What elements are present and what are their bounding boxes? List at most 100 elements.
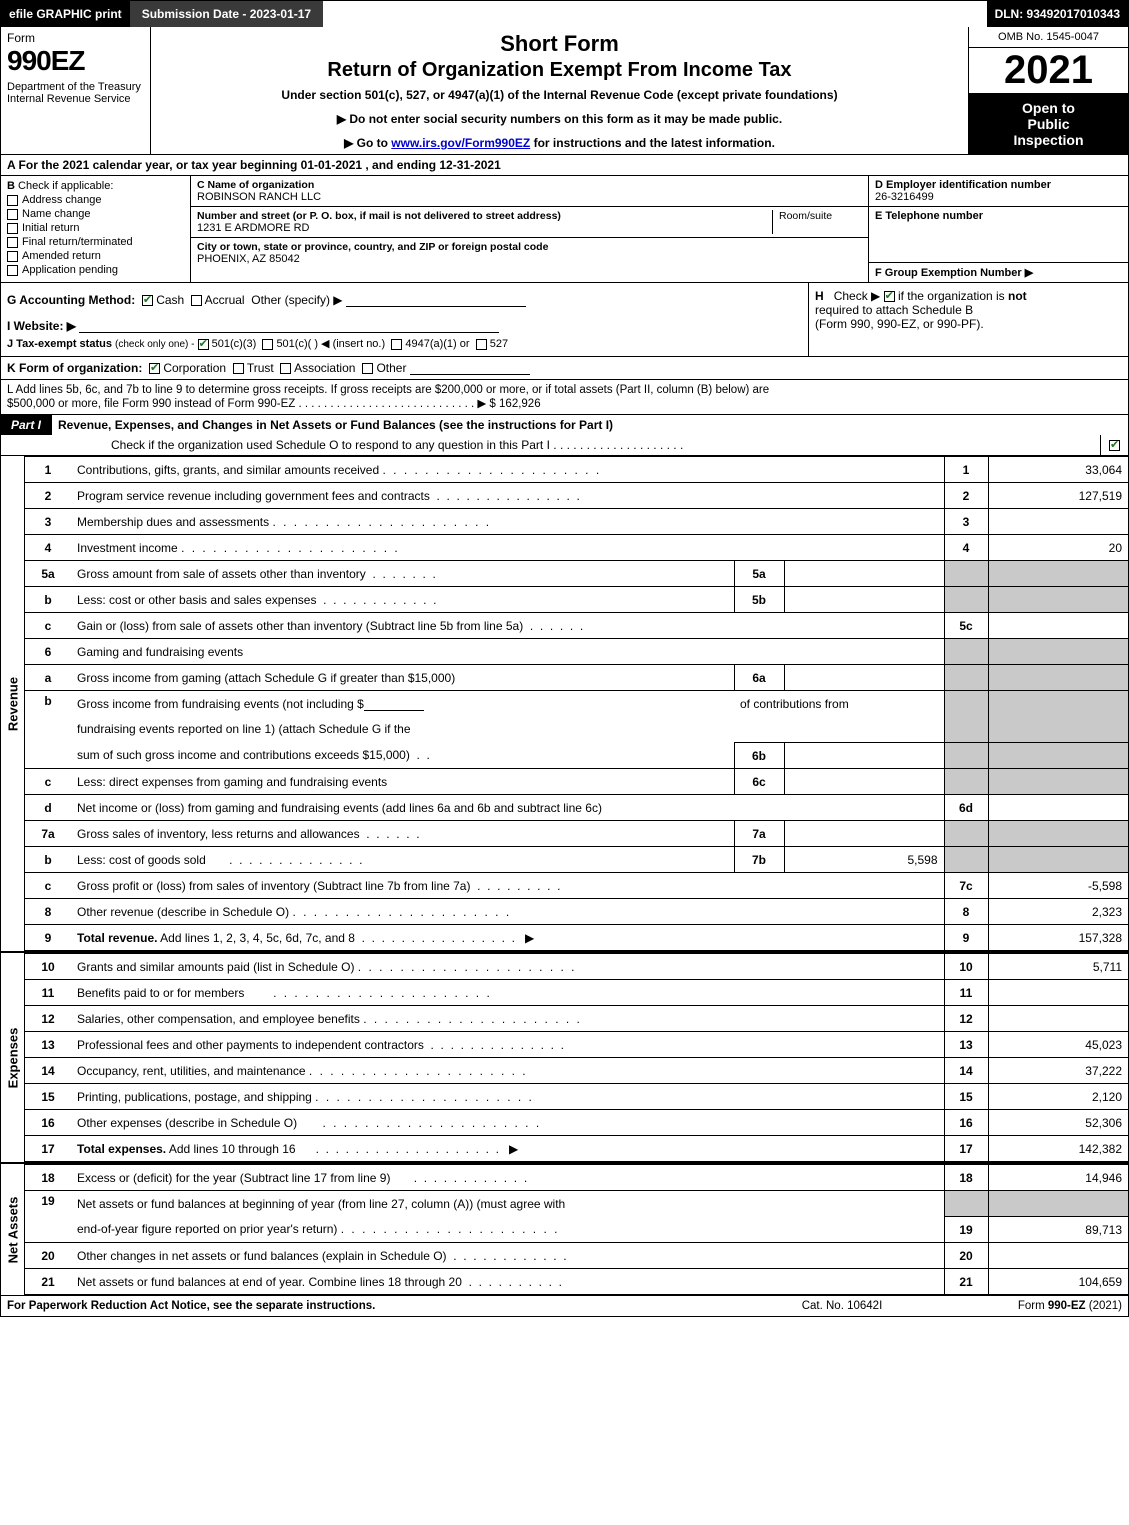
row-11: 11 Benefits paid to or for members 11 xyxy=(25,980,1128,1006)
row-7c-num: c xyxy=(25,873,71,899)
trust-checkbox[interactable] xyxy=(233,363,244,374)
row-6d-val xyxy=(988,795,1128,821)
section-def: D Employer identification number 26-3216… xyxy=(868,176,1128,282)
address-change-checkbox[interactable] xyxy=(7,195,18,206)
row-11-val xyxy=(988,980,1128,1006)
footer-catno: Cat. No. 10642I xyxy=(742,1300,942,1312)
schedule-o-checkbox[interactable] xyxy=(1109,440,1120,451)
row-16-refnum: 16 xyxy=(944,1110,988,1136)
row-14-desc: Occupancy, rent, utilities, and maintena… xyxy=(77,1064,306,1078)
l-line-1: L Add lines 5b, 6c, and 7b to line 9 to … xyxy=(7,384,1122,396)
dots-icon xyxy=(268,986,492,1000)
row-1-desc: Contributions, gifts, grants, and simila… xyxy=(77,463,379,477)
initial-return-checkbox[interactable] xyxy=(7,223,18,234)
row-16: 16 Other expenses (describe in Schedule … xyxy=(25,1110,1128,1136)
4947-label: 4947(a)(1) or xyxy=(405,338,469,350)
part-1-check-row: Check if the organization used Schedule … xyxy=(1,435,1128,456)
expenses-table: 10 Grants and similar amounts paid (list… xyxy=(25,953,1128,1162)
section-c: C Name of organization ROBINSON RANCH LL… xyxy=(191,176,868,282)
corporation-checkbox[interactable] xyxy=(149,363,160,374)
row-11-refnum: 11 xyxy=(944,980,988,1006)
expenses-block: Expenses 10 Grants and similar amounts p… xyxy=(1,951,1128,1162)
part-1-check-text: Check if the organization used Schedule … xyxy=(1,435,1100,455)
row-5c-val xyxy=(988,613,1128,639)
cash-checkbox[interactable] xyxy=(142,295,153,306)
row-19-val: 89,713 xyxy=(988,1217,1128,1243)
row-10: 10 Grants and similar amounts paid (list… xyxy=(25,954,1128,980)
row-5a-grey xyxy=(944,561,988,587)
accrual-checkbox[interactable] xyxy=(191,295,202,306)
header: Form 990EZ Department of the Treasury In… xyxy=(1,27,1128,155)
ssn-warning: ▶ Do not enter social security numbers o… xyxy=(159,112,960,126)
row-6b-amount-input[interactable] xyxy=(364,699,424,711)
row-10-val: 5,711 xyxy=(988,954,1128,980)
row-20-desc: Other changes in net assets or fund bala… xyxy=(77,1249,447,1263)
row-5b-subval xyxy=(784,587,944,613)
other-org-input[interactable] xyxy=(410,363,530,375)
row-1-num: 1 xyxy=(25,457,71,483)
row-11-desc: Benefits paid to or for members xyxy=(77,986,244,1000)
row-21: 21 Net assets or fund balances at end of… xyxy=(25,1269,1128,1295)
527-checkbox[interactable] xyxy=(476,339,487,350)
row-6c-subnum: 6c xyxy=(734,769,784,795)
dots-icon xyxy=(382,463,601,477)
efile-print-button[interactable]: efile GRAPHIC print xyxy=(1,1,130,27)
row-17-bold: Total expenses. xyxy=(77,1142,166,1156)
row-6-greyval xyxy=(988,639,1128,665)
row-5b-num: b xyxy=(25,587,71,613)
part-1-header: Part I Revenue, Expenses, and Changes in… xyxy=(1,415,1128,435)
row-19-desc-1: Net assets or fund balances at beginning… xyxy=(77,1197,565,1211)
irs-link[interactable]: www.irs.gov/Form990EZ xyxy=(391,136,530,150)
row-6b-num: b xyxy=(25,691,71,769)
final-return-checkbox[interactable] xyxy=(7,237,18,248)
other-label: Other (specify) ▶ xyxy=(251,293,342,307)
website-input[interactable] xyxy=(79,321,499,333)
row-5b-greyval xyxy=(988,587,1128,613)
row-6-num: 6 xyxy=(25,639,71,665)
row-6b-grey xyxy=(944,691,988,743)
dots-icon xyxy=(358,960,577,974)
part-1-tag: Part I xyxy=(1,415,51,435)
row-15-refnum: 15 xyxy=(944,1084,988,1110)
revenue-label-text: Revenue xyxy=(5,676,20,730)
527-label: 527 xyxy=(490,338,508,350)
row-6b-desc-3: sum of such gross income and contributio… xyxy=(77,748,410,762)
h-text-not: not xyxy=(1008,289,1027,303)
open-line-3: Inspection xyxy=(973,132,1124,148)
row-6d-desc: Net income or (loss) from gaming and fun… xyxy=(77,801,602,815)
row-14-refnum: 14 xyxy=(944,1058,988,1084)
open-line-2: Public xyxy=(973,116,1124,132)
h-text-1: if the organization is xyxy=(898,289,1008,303)
row-10-refnum: 10 xyxy=(944,954,988,980)
501c3-checkbox[interactable] xyxy=(198,339,209,350)
row-6d-num: d xyxy=(25,795,71,821)
row-7a-subval xyxy=(784,821,944,847)
row-7a-greyval xyxy=(988,821,1128,847)
application-pending-checkbox[interactable] xyxy=(7,265,18,276)
row-3-val xyxy=(988,509,1128,535)
part-1-title-text: Revenue, Expenses, and Changes in Net As… xyxy=(58,418,613,432)
row-13-val: 45,023 xyxy=(988,1032,1128,1058)
footer-right: Form 990-EZ (2021) xyxy=(942,1300,1122,1312)
row-7b-subval: 5,598 xyxy=(784,847,944,873)
row-21-num: 21 xyxy=(25,1269,71,1295)
omb-number: OMB No. 1545-0047 xyxy=(969,27,1128,48)
row-6b-subval xyxy=(784,743,944,769)
row-12-num: 12 xyxy=(25,1006,71,1032)
association-checkbox[interactable] xyxy=(280,363,291,374)
row-6b-desc-2: fundraising events reported on line 1) (… xyxy=(77,722,411,736)
final-return-label: Final return/terminated xyxy=(22,236,133,248)
name-change-checkbox[interactable] xyxy=(7,209,18,220)
row-5c-desc: Gain or (loss) from sale of assets other… xyxy=(77,619,523,633)
row-5a-subval xyxy=(784,561,944,587)
4947-checkbox[interactable] xyxy=(391,339,402,350)
501c-checkbox[interactable] xyxy=(262,339,273,350)
other-org-checkbox[interactable] xyxy=(362,363,373,374)
amended-return-checkbox[interactable] xyxy=(7,251,18,262)
other-specify-input[interactable] xyxy=(346,295,526,307)
schedule-b-checkbox[interactable] xyxy=(884,291,895,302)
row-6b-1: b Gross income from fundraising events (… xyxy=(25,691,1128,717)
open-line-1: Open to xyxy=(973,100,1124,116)
row-7a-subnum: 7a xyxy=(734,821,784,847)
row-9-bold: Total revenue. xyxy=(77,931,157,945)
